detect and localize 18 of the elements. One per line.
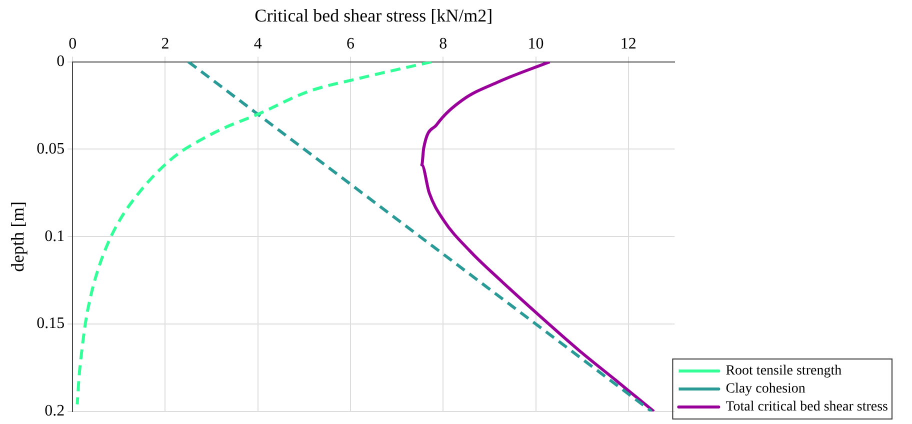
x-tick-label: 0: [68, 35, 77, 52]
y-tick-label: 0: [56, 53, 65, 70]
x-tick-label: 2: [161, 35, 170, 52]
legend-label: Root tensile strength: [726, 364, 842, 379]
y-tick-label: 0.15: [36, 315, 65, 332]
x-tick-label: 6: [346, 35, 354, 52]
x-axis-title: Critical bed shear stress [kN/m2]: [254, 6, 493, 26]
legend-label: Clay cohesion: [726, 382, 806, 397]
y-axis-title: depth [m]: [8, 201, 28, 272]
x-tick-label: 4: [254, 35, 262, 52]
x-tick-label: 10: [528, 35, 544, 52]
x-tick-label: 8: [439, 35, 448, 52]
y-tick-label: 0.2: [44, 402, 65, 420]
line-series: [76, 62, 434, 406]
x-tick-label: 12: [620, 35, 636, 52]
y-tick-label: 0.05: [36, 140, 65, 158]
legend-label: Total critical bed shear stress: [726, 400, 888, 415]
y-tick-label: 0.1: [44, 228, 65, 245]
